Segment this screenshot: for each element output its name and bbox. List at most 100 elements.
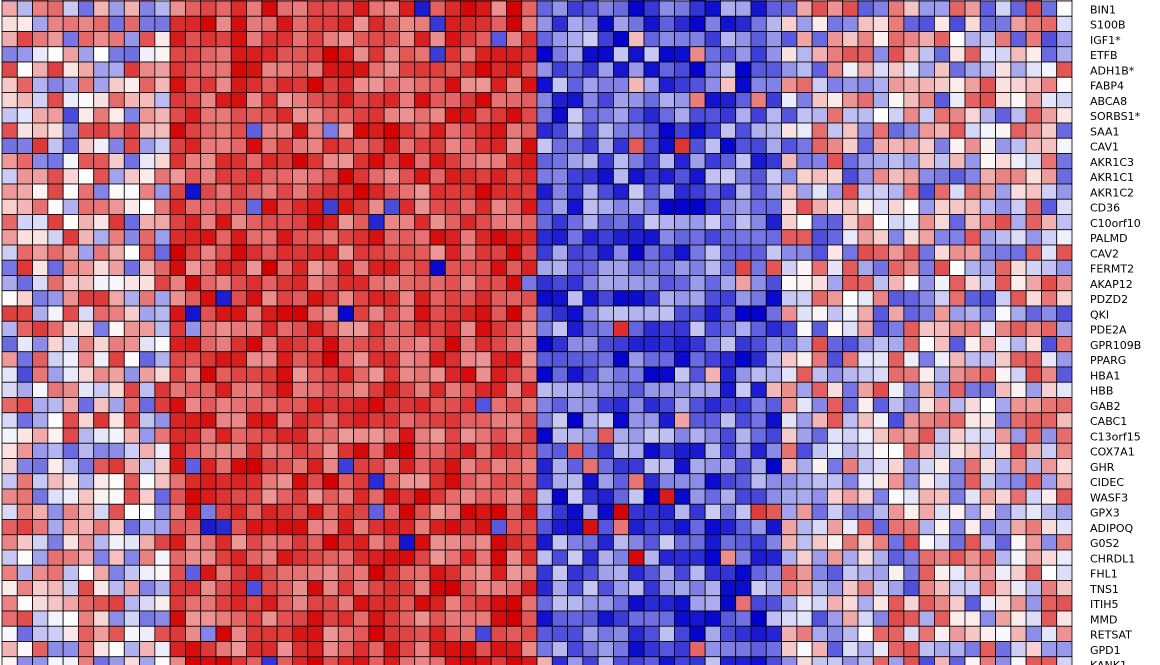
heatmap-cell (230, 641, 247, 658)
heatmap-cell (689, 366, 706, 383)
heatmap-cell (567, 641, 584, 658)
heatmap-cell (490, 92, 507, 109)
heatmap-cell (337, 458, 354, 475)
heatmap-cell (383, 92, 400, 109)
heatmap-cell (368, 458, 385, 475)
heatmap-cell (414, 107, 431, 124)
heatmap-cell (246, 183, 263, 200)
heatmap-cell (689, 336, 706, 353)
heatmap-cell (1, 381, 18, 398)
heatmap-cell (444, 351, 461, 368)
heatmap-cell (582, 0, 599, 17)
heatmap-cell (78, 458, 95, 475)
heatmap-cell (857, 305, 874, 322)
heatmap-cell (643, 92, 660, 109)
heatmap-cell (200, 137, 217, 154)
heatmap-cell (521, 458, 538, 475)
heatmap-cell (597, 153, 614, 170)
heatmap-cell (979, 46, 996, 63)
heatmap-cell (475, 107, 492, 124)
heatmap-cell (918, 15, 935, 32)
heatmap-cell (1041, 336, 1058, 353)
heatmap-cell (230, 275, 247, 292)
heatmap-cell (16, 442, 33, 459)
heatmap-cell (979, 31, 996, 48)
gene-label: CAV2 (1090, 247, 1119, 260)
heatmap-cell (490, 442, 507, 459)
heatmap-cell (658, 473, 675, 490)
heatmap-cell (735, 107, 752, 124)
heatmap-cell (720, 0, 737, 17)
heatmap-cell (123, 336, 140, 353)
heatmap-cell (628, 137, 645, 154)
heatmap-cell (918, 625, 935, 642)
heatmap-cell (1056, 153, 1073, 170)
heatmap-cell (169, 92, 186, 109)
heatmap-cell (888, 259, 905, 276)
heatmap-cell (169, 275, 186, 292)
heatmap-cell (613, 46, 630, 63)
heatmap-cell (720, 397, 737, 414)
heatmap-cell (750, 351, 767, 368)
heatmap-cell (628, 92, 645, 109)
heatmap-cell (704, 290, 721, 307)
heatmap-cell (1041, 92, 1058, 109)
heatmap-cell (200, 31, 217, 48)
heatmap-cell (414, 595, 431, 612)
heatmap-cell (995, 595, 1012, 612)
heatmap-cell (857, 458, 874, 475)
heatmap-cell (857, 564, 874, 581)
heatmap-cell (123, 625, 140, 642)
heatmap-cell (704, 305, 721, 322)
heatmap-cell (185, 519, 202, 536)
heatmap-cell (353, 31, 370, 48)
heatmap-cell (337, 198, 354, 215)
heatmap-cell (1056, 534, 1073, 551)
heatmap-cell (169, 397, 186, 414)
heatmap-cell (322, 549, 339, 566)
heatmap-cell (230, 168, 247, 185)
heatmap-cell (689, 107, 706, 124)
heatmap-cell (903, 320, 920, 337)
heatmap-cell (521, 320, 538, 337)
heatmap-cell (383, 336, 400, 353)
heatmap-cell (979, 214, 996, 231)
heatmap-cell (383, 168, 400, 185)
heatmap-cell (78, 137, 95, 154)
heatmap-cell (536, 198, 553, 215)
heatmap-cell (582, 15, 599, 32)
heatmap-cell (995, 397, 1012, 414)
heatmap-cell (720, 15, 737, 32)
heatmap-cell (934, 351, 951, 368)
heatmap-cell (490, 244, 507, 261)
heatmap-cell (337, 351, 354, 368)
heatmap-cell (506, 397, 523, 414)
heatmap-cell (689, 198, 706, 215)
heatmap-cell (399, 107, 416, 124)
heatmap-cell (154, 92, 171, 109)
heatmap-cell (429, 351, 446, 368)
gene-label: PALMD (1090, 232, 1128, 245)
heatmap-cell (414, 427, 431, 444)
heatmap-cell (1041, 15, 1058, 32)
heatmap-cell (1025, 320, 1042, 337)
heatmap-cell (949, 336, 966, 353)
heatmap-cell (796, 46, 813, 63)
heatmap-cell (185, 473, 202, 490)
heatmap-cell (597, 0, 614, 17)
heatmap-cell (811, 259, 828, 276)
heatmap-cell (16, 31, 33, 48)
heatmap-cell (1010, 0, 1027, 17)
heatmap-cell (123, 534, 140, 551)
heatmap-cell (781, 458, 798, 475)
heatmap-cell (230, 442, 247, 459)
heatmap-cell (628, 153, 645, 170)
heatmap-cell (949, 168, 966, 185)
heatmap-cell (918, 412, 935, 429)
heatmap-cell (765, 564, 782, 581)
heatmap-cell (215, 656, 232, 665)
heatmap-cell (827, 290, 844, 307)
heatmap-cell (368, 564, 385, 581)
heatmap-cell (261, 61, 278, 78)
